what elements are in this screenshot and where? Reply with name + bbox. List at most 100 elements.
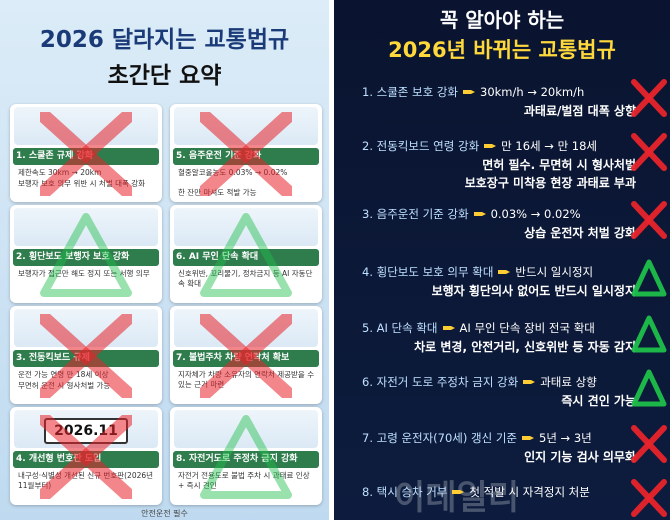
card-bullet: 신호위반, 꼬리물기, 정차금지 등 AI 자동단속 확대	[178, 269, 313, 288]
shape	[631, 479, 667, 517]
item-topic: 2. 전동킥보드 연령 강화	[362, 139, 480, 153]
card-bullet: 한 잔만 마셔도 적발 가능	[178, 188, 257, 197]
card-heading: 6. AI 무인 단속 확대	[173, 249, 319, 266]
verdict-mark	[631, 315, 667, 353]
item-change: 5년 → 3년	[539, 431, 592, 445]
shape	[463, 90, 475, 94]
item-topic: 5. AI 단속 확대	[362, 321, 438, 335]
title-top: 꼭 알아야 하는	[439, 8, 565, 32]
shape	[40, 213, 132, 297]
item-detail: 인지 기능 검사 의무화	[524, 450, 636, 464]
item-detail: 면허 필수. 무면허 시 형사처벌	[482, 158, 636, 172]
item-change: 0.03% → 0.02%	[490, 207, 581, 221]
item-detail: 보호장구 미착용 현장 과태료 부과	[464, 176, 636, 190]
pointer-icon	[522, 436, 534, 440]
shape	[473, 212, 486, 216]
illustration	[174, 107, 318, 145]
shape	[631, 259, 667, 297]
card-bullet: 내구성·식별성 개선된 신규 번호판(2026년 11월부터)	[18, 471, 154, 490]
overlay-mark	[200, 415, 292, 499]
card-heading: 8. 자전거도로 주정차 금지 강화	[173, 451, 319, 468]
left-panel: 2026 달라지는 교통법규 초간단 요약 안전운전 필수 1. 스쿨존 규제 …	[0, 0, 329, 520]
overlay-mark	[200, 112, 292, 196]
shape	[631, 133, 667, 171]
illustration	[14, 208, 158, 246]
item-change: 반드시 일시정지	[515, 265, 594, 279]
verdict-mark	[631, 79, 667, 117]
verdict-mark	[631, 201, 667, 239]
item-detail: 과태료/벌점 대폭 상향	[523, 104, 636, 118]
shape	[200, 112, 292, 196]
overlay-mark	[40, 213, 132, 297]
item-change: 첫 적발 시 자격정지 처분	[469, 485, 590, 499]
item-detail: 차로 변경, 안전거리, 신호위반 등 자동 감지	[414, 340, 636, 354]
verdict-mark	[631, 479, 667, 517]
shape	[200, 314, 292, 398]
card-bullet: 보행자 보호 의무 위반 시 처벌 대폭 강화	[18, 179, 146, 188]
shape	[40, 415, 132, 499]
card-bullet: 보행자가 접근만 해도 정지 또는 서행 의무	[18, 269, 150, 278]
card: 7. 불법주차 차량 연락처 확보 지자체가 차량 소유자의 연락처 제공받을 수…	[170, 306, 322, 404]
item-row: 5. AI 단속 확대 AI 무인 단속 장비 전국 확대	[362, 320, 595, 336]
illustration	[174, 208, 318, 246]
shape	[452, 490, 465, 494]
card-bullet: 지자체가 차량 소유자의 연락처 제공받을 수 있는 근거 마련	[178, 370, 315, 389]
item-topic: 6. 자전거 도로 주정차 금지 강화	[362, 375, 519, 389]
item-topic: 4. 횡단보도 보호 의무 확대	[362, 265, 494, 279]
shape	[200, 213, 292, 297]
subtitle: 초간단 요약	[107, 63, 222, 89]
illustration	[174, 309, 318, 347]
item-topic: 7. 고령 운전자(70세) 갱신 기준	[362, 431, 517, 445]
item-row: 1. 스쿨존 보호 강화 30km/h → 20km/h	[362, 84, 584, 100]
overlay-mark	[200, 314, 292, 398]
card-heading: 2. 횡단보도 보행자 보호 강화	[13, 249, 159, 266]
shape	[523, 380, 536, 384]
illustration	[14, 309, 158, 347]
shape	[442, 326, 455, 330]
card-bullet: 무면허 운전 시 형사처벌 가능	[18, 381, 111, 390]
shape	[631, 79, 667, 117]
item-row: 6. 자전거 도로 주정차 금지 강화 과태료 상향	[362, 374, 597, 390]
shape	[631, 201, 667, 239]
item-detail: 보행자 횡단의사 없어도 반드시 일시정지	[431, 284, 636, 298]
pointer-icon	[463, 90, 475, 94]
item-row: 2. 전동킥보드 연령 강화 만 16세 → 만 18세	[362, 138, 597, 154]
shape	[498, 270, 511, 274]
shape	[631, 315, 667, 353]
shape	[484, 144, 497, 148]
footer: 안전운전 필수	[141, 509, 188, 518]
item-detail: 상습 운전자 처벌 강화	[524, 226, 636, 240]
item-topic: 3. 음주운전 기준 강화	[362, 207, 469, 221]
shape	[40, 314, 132, 398]
card-bullet: 자전거 전용도로 불법 주차 시 과태료 인상 + 즉시 견인	[178, 471, 310, 490]
pointer-icon	[484, 144, 497, 148]
watermark: 이데일리	[394, 478, 520, 518]
shape	[200, 415, 292, 499]
illustration	[14, 107, 158, 145]
verdict-mark	[631, 133, 667, 171]
item-row: 4. 횡단보도 보호 의무 확대 반드시 일시정지	[362, 264, 593, 280]
overlay-mark	[40, 314, 132, 398]
shape	[522, 436, 534, 440]
item-row: 8. 택시 승차 거부 첫 적발 시 자격정지 처분	[362, 484, 590, 500]
item-row: 3. 음주운전 기준 강화 0.03% → 0.02%	[362, 206, 581, 222]
item-detail: 즉시 견인 가능	[561, 394, 636, 408]
verdict-mark	[631, 369, 667, 407]
item-change: 30km/h → 20km/h	[480, 85, 585, 99]
title: 2026년 바뀌는 교통법규	[388, 38, 616, 62]
pointer-icon	[473, 212, 486, 216]
illustration	[174, 410, 318, 448]
shape	[631, 369, 667, 407]
pointer-icon	[442, 326, 455, 330]
pointer-icon	[452, 490, 465, 494]
overlay-mark	[200, 213, 292, 297]
card: 2026.11 4. 개선형 번호판 도입 내구성·식별성 개선된 신규 번호판(2…	[10, 407, 162, 505]
overlay-mark	[40, 112, 132, 196]
